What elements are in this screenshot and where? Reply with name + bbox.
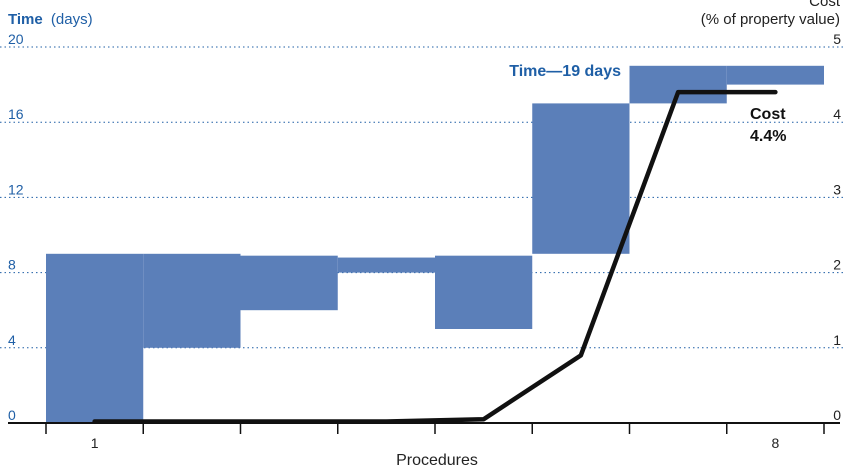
time-bar	[726, 65, 824, 85]
time-total-annotation: Time—19 days	[509, 63, 621, 80]
time-bar	[337, 257, 435, 273]
y-right-tick-label: 3	[833, 181, 841, 197]
time-bar	[240, 255, 338, 311]
y-left-tick-label: 8	[8, 257, 16, 273]
y-left-tick-label: 0	[8, 407, 16, 423]
x-tick-label: 1	[91, 435, 99, 451]
y-left-tick-label: 16	[8, 106, 24, 122]
time-bar	[435, 255, 533, 329]
y-right-tick-label: 0	[833, 407, 841, 423]
left-axis-title-unit: (days)	[51, 11, 93, 28]
time-bar	[46, 253, 144, 423]
y-left-tick-label: 20	[8, 31, 24, 47]
right-axis-title-top: Cost	[809, 0, 841, 10]
y-right-tick-label: 2	[833, 257, 841, 273]
cost-annotation-value: 4.4%	[750, 128, 786, 145]
time-bars	[46, 65, 824, 423]
x-axis-label: Procedures	[396, 452, 478, 469]
left-axis-title-bold: Time	[8, 11, 43, 28]
y-left-tick-label: 4	[8, 332, 16, 348]
y-left-tick-label: 12	[8, 181, 24, 197]
x-tick-label: 8	[771, 435, 779, 451]
time-bar	[532, 103, 630, 254]
cost-line-group	[92, 89, 778, 424]
right-axis-title-unit: (% of property value)	[701, 11, 840, 28]
y-right-tick-label: 5	[833, 31, 841, 47]
x-axis	[8, 422, 840, 434]
y-right-tick-label: 4	[833, 106, 841, 122]
cost-annotation-label: Cost	[750, 106, 786, 123]
y-right-tick-label: 1	[833, 332, 841, 348]
left-axis-title: Time (days)	[8, 11, 93, 28]
cost-line	[92, 89, 778, 424]
time-bar	[143, 253, 241, 348]
